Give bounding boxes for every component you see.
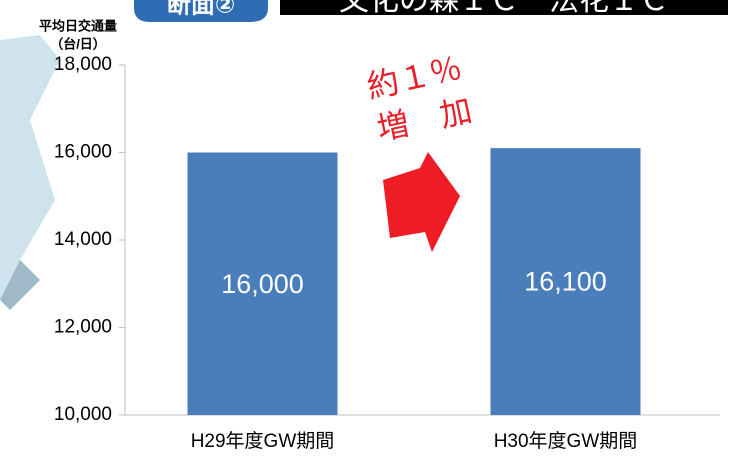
y-tick-label: 16,000	[54, 142, 112, 163]
value-label: 16,100	[524, 267, 607, 297]
y-tick-label: 12,000	[54, 317, 112, 338]
y-tick-label: 14,000	[54, 229, 112, 250]
y-axis-label: 平均日交通量	[39, 18, 117, 33]
x-tick-label: H29年度GW期間	[191, 430, 335, 452]
map-fragment	[0, 35, 60, 300]
value-label: 16,000	[221, 269, 304, 299]
increase-arrow	[383, 152, 460, 252]
section-label: 断面②	[167, 0, 235, 18]
x-tick-label: H30年度GW期間	[494, 430, 638, 452]
y-axis-label: （台/日）	[50, 36, 106, 51]
y-tick-label: 18,000	[54, 54, 112, 75]
y-tick-label: 10,000	[54, 404, 112, 425]
chart: 断面② 文化の森ＩＣ－法花ＩＣ 平均日交通量 （台/日） 約１％ 増 加 10,…	[0, 0, 731, 470]
chart-title: 文化の森ＩＣ－法花ＩＣ	[339, 0, 669, 17]
